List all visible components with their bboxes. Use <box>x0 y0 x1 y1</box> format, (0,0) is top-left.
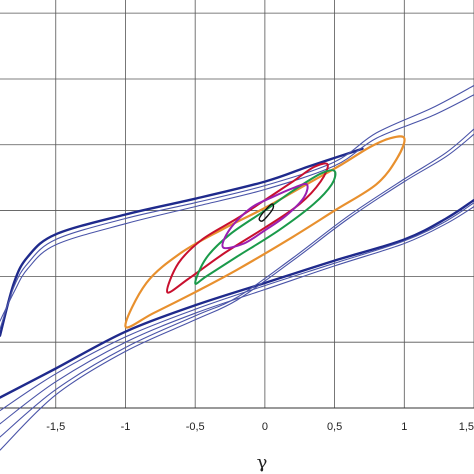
x-tick-label-3: 0 <box>262 421 268 433</box>
series-line-1 <box>0 198 474 399</box>
x-tick-label-5: 1 <box>401 421 407 433</box>
x-tick-label-6: 1,5 <box>459 421 474 433</box>
series-line-6 <box>0 128 474 438</box>
series-line-4 <box>0 206 474 425</box>
curves <box>0 84 474 451</box>
loop-curve-1 <box>166 162 329 294</box>
x-tick-label-1: -1 <box>121 421 131 433</box>
x-tick-label-4: 0,5 <box>327 421 342 433</box>
x-tick-label-2: -0,5 <box>186 421 205 433</box>
loop-curve-3 <box>221 182 309 250</box>
series-line-7 <box>0 133 474 451</box>
loop-curve-4 <box>258 203 275 222</box>
x-tick-labels: -1,5 -1 -0,5 0 0,5 1 1,5 <box>46 421 474 433</box>
series-line-5 <box>0 202 474 412</box>
grid <box>0 0 474 409</box>
series-line-0 <box>0 147 364 337</box>
loop-curve-2 <box>194 169 337 285</box>
x-axis-label: γ <box>257 452 268 473</box>
series-line-2 <box>0 94 474 322</box>
x-tick-label-0: -1,5 <box>46 421 65 433</box>
loop-curve-0 <box>124 135 406 329</box>
series-line-3 <box>0 84 474 330</box>
